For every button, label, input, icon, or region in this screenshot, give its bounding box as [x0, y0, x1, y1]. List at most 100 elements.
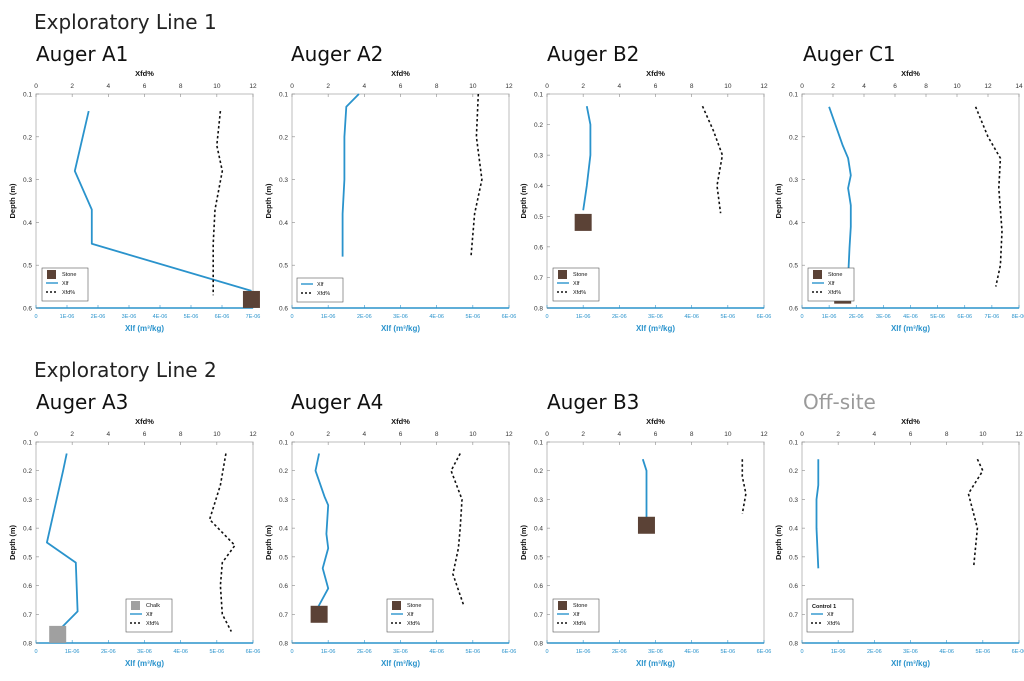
y-tick-label: 0.1: [534, 92, 543, 99]
top-tick-label: 6: [399, 431, 403, 438]
bottom-tick-label: 3E-06: [648, 314, 663, 320]
top-tick-label: 2: [581, 431, 585, 438]
top-tick-label: 12: [249, 83, 257, 90]
y-tick-label: 0.8: [534, 306, 543, 313]
bottom-tick-label: 1E-06: [831, 649, 846, 655]
legend-label: Xlf: [828, 281, 835, 287]
chart-auger-a4: Xfd% 0 2 4 6 8 10 12 0 1E-06 2E-06 3E-06 4E-06 5E-06 6…: [264, 417, 516, 668]
y-tick-label: 0.6: [23, 583, 32, 590]
y-axis-title: Depth (m): [8, 525, 17, 560]
series-line-xlf: [641, 458, 648, 520]
chart-auger-a1: Xfd% 0 2 4 6 8 10 12 0 1E-06 2E-06 3E-06 4E-06 5E-06 6…: [8, 69, 260, 333]
top-tick-label: 12: [505, 83, 513, 90]
bottom-tick-label: 5E-06: [465, 649, 480, 655]
top-axis-title: Xfd%: [391, 69, 410, 78]
panel-label-auger-a2: Auger A2: [291, 42, 384, 66]
series-line-xfd: [212, 111, 224, 296]
bottom-tick-label: 6E-06: [757, 649, 772, 655]
top-tick-label: 4: [107, 83, 111, 90]
bottom-tick-label: 0: [34, 649, 37, 655]
legend-label: Xfd%: [573, 290, 586, 296]
bottom-tick-label: 0: [290, 649, 293, 655]
legend: Xlf Xfd%: [296, 277, 344, 303]
bottom-axis-title: Xlf (m³/kg): [381, 659, 420, 668]
bottom-tick-label: 0: [34, 314, 37, 320]
legend-label: Xfd%: [407, 621, 420, 627]
chart-auger-b3: Xfd% 0 2 4 6 8 10 12 0 1E-06 2E-06 3E-06 4E-06 5E-06 6…: [519, 417, 772, 668]
top-tick-label: 0: [34, 431, 38, 438]
legend-swatch-stone: [558, 270, 567, 279]
marker-stone: [242, 290, 260, 308]
bottom-tick-label: 2E-06: [612, 649, 627, 655]
panel-label-auger-c1: Auger C1: [803, 42, 896, 66]
legend-label: Xfd%: [317, 291, 330, 297]
panel-label-auger-a3: Auger A3: [36, 390, 129, 414]
y-tick-label: 0.1: [279, 92, 288, 99]
series-line-xfd: [701, 105, 724, 214]
chart-auger-b2: Xfd% 0 2 4 6 8 10 12 0 1E-06 2E-06 3E-06 4E-06 5E-06 6…: [519, 69, 771, 333]
y-tick-label: 0.3: [789, 177, 798, 184]
legend: Stone Xlf Xfd%: [807, 267, 855, 302]
y-axis-title: Depth (m): [8, 183, 17, 218]
legend-swatch-stone: [813, 270, 822, 279]
top-axis-title: Xfd%: [135, 417, 154, 426]
y-tick-label: 0.5: [279, 554, 288, 561]
panel-label-auger-b3: Auger B3: [547, 390, 640, 414]
top-axis-title: Xfd%: [646, 417, 665, 426]
y-tick-label: 0.3: [534, 153, 543, 160]
top-tick-label: 6: [893, 83, 897, 90]
bottom-tick-label: 6E-06: [957, 314, 972, 320]
y-tick-label: 0.5: [23, 554, 32, 561]
y-tick-label: 0.3: [789, 497, 798, 504]
top-tick-label: 10: [979, 431, 987, 438]
y-tick-label: 0.1: [23, 440, 32, 447]
bottom-axis-title: Xlf (m³/kg): [891, 659, 930, 668]
bottom-tick-label: 3E-06: [122, 314, 137, 320]
y-axis-title: Depth (m): [264, 183, 273, 218]
top-tick-label: 4: [618, 431, 622, 438]
y-tick-label: 0.7: [23, 612, 32, 619]
legend-box: [806, 598, 854, 633]
bottom-tick-label: 2E-06: [91, 314, 106, 320]
y-tick-label: 0.1: [789, 440, 798, 447]
y-tick-label: 0.7: [279, 612, 288, 619]
chart-auger-a3: Xfd% 0 2 4 6 8 10 12 0 1E-06 2E-06 3E-06 4E-06 5E-06 6…: [8, 417, 260, 668]
top-tick-label: 0: [800, 431, 804, 438]
y-tick-label: 0.1: [23, 92, 32, 99]
y-tick-label: 0.4: [279, 220, 288, 227]
bottom-tick-label: 5E-06: [720, 649, 735, 655]
top-tick-label: 12: [1015, 431, 1023, 438]
y-tick-label: 0.4: [789, 220, 798, 227]
panel-label-auger-b2: Auger B2: [547, 42, 640, 66]
legend-swatch-stone: [392, 601, 401, 610]
series-line-xfd: [974, 106, 1003, 287]
top-tick-label: 12: [249, 431, 257, 438]
top-axis-title: Xfd%: [391, 417, 410, 426]
legend-label: Xlf: [407, 612, 414, 618]
bottom-tick-label: 1E-06: [576, 314, 591, 320]
bottom-tick-label: 5E-06: [184, 314, 199, 320]
bottom-axis-title: Xlf (m³/kg): [891, 324, 930, 333]
legend-label: Xlf: [573, 281, 580, 287]
bottom-tick-label: 1E-06: [822, 314, 837, 320]
series-line-xlf: [314, 453, 330, 609]
bottom-tick-label: 8E-06: [1012, 314, 1024, 320]
top-tick-label: 10: [724, 83, 732, 90]
y-axis-title: Depth (m): [519, 183, 528, 218]
bottom-tick-label: 2E-06: [357, 314, 372, 320]
y-tick-label: 0.4: [279, 526, 288, 533]
panel-label-auger-a4: Auger A4: [291, 390, 384, 414]
y-tick-label: 0.3: [23, 497, 32, 504]
y-tick-label: 0.2: [279, 134, 288, 141]
bottom-tick-label: 3E-06: [393, 649, 408, 655]
legend-label: Xlf: [317, 282, 324, 288]
y-tick-label: 0.2: [23, 134, 32, 141]
top-tick-label: 10: [953, 83, 961, 90]
legend-label: Stone: [407, 603, 421, 609]
top-axis-title: Xfd%: [901, 417, 920, 426]
bottom-tick-label: 7E-06: [985, 314, 1000, 320]
bottom-tick-label: 6E-06: [1012, 649, 1024, 655]
legend: Stone Xlf Xfd%: [386, 598, 434, 633]
top-tick-label: 4: [363, 83, 367, 90]
bottom-tick-label: 0: [290, 314, 293, 320]
